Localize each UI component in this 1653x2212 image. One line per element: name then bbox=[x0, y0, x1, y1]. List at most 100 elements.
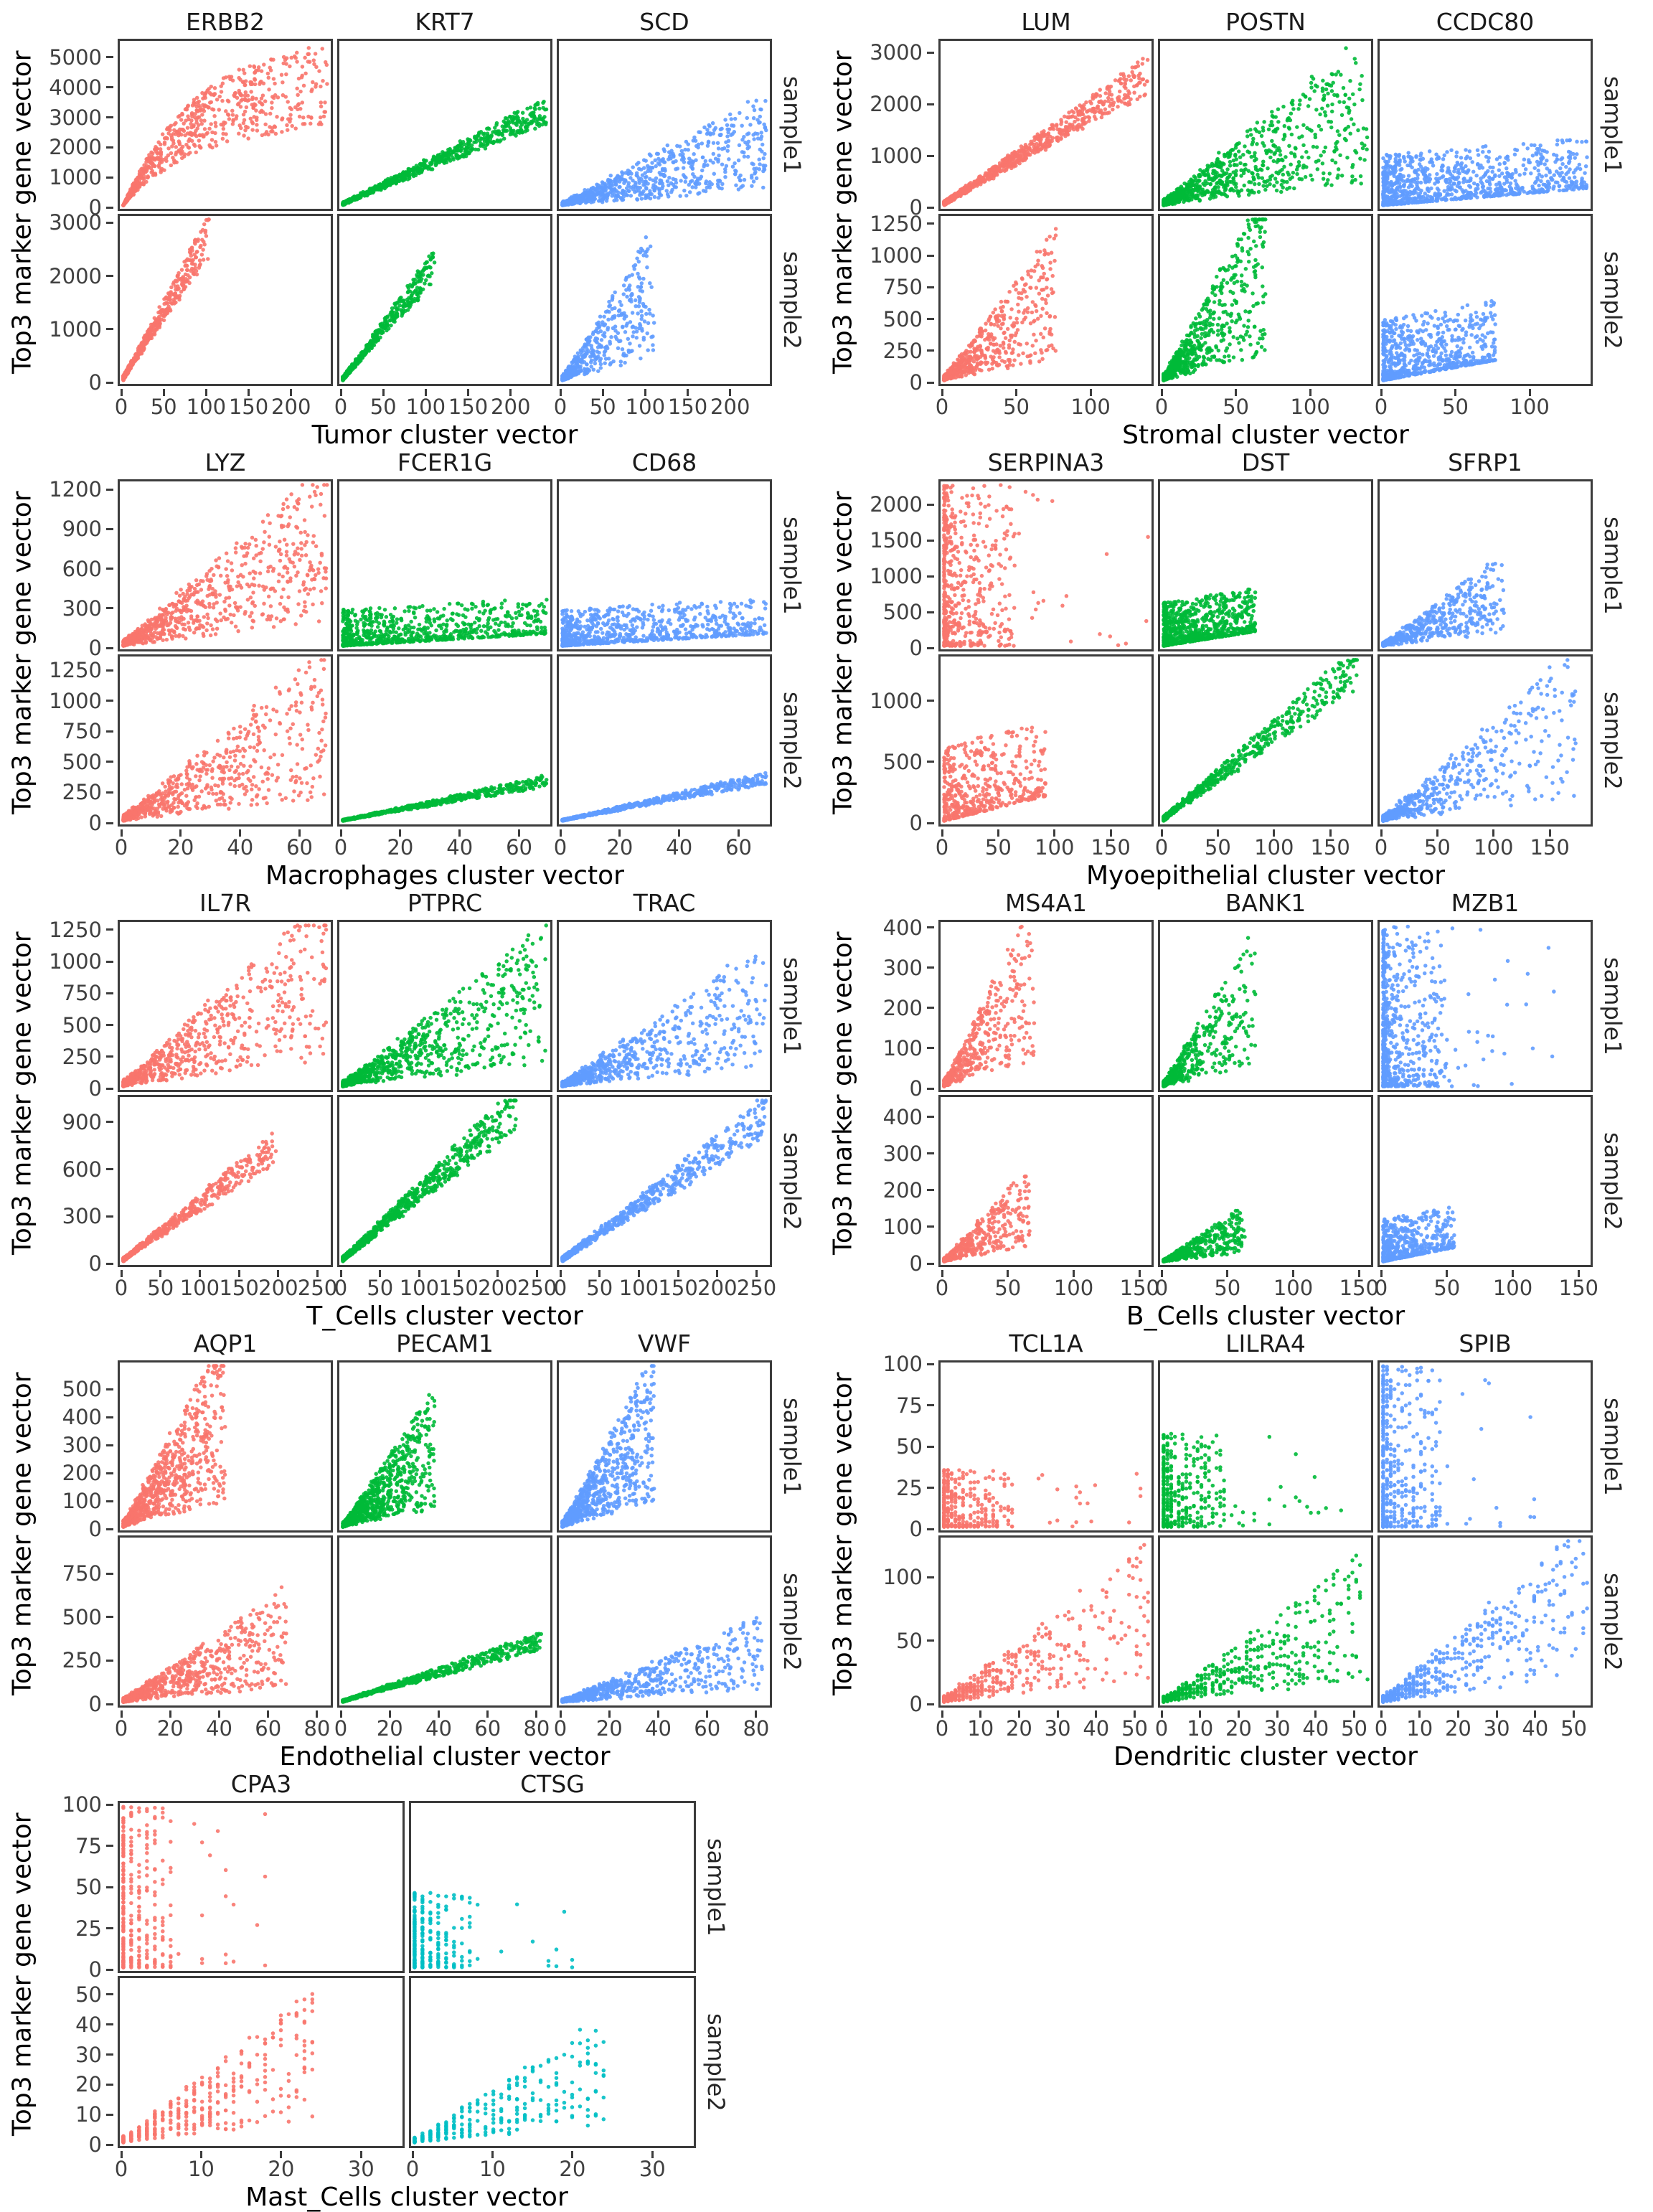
y-tick-mark bbox=[927, 1528, 934, 1530]
y-tick-mark bbox=[106, 607, 113, 610]
scatter-points-pecam1-sample1 bbox=[341, 1393, 437, 1529]
row-strip-label-sample2: sample2 bbox=[1597, 654, 1629, 827]
scatter-panel-myoepithelial-sfrp1-sample2 bbox=[1378, 654, 1593, 827]
x-tick-label: 0 bbox=[903, 1716, 981, 1741]
scatter-points-dst-sample2 bbox=[1162, 658, 1360, 823]
x-tick-label: 10 bbox=[453, 2157, 532, 2181]
y-tick-label: 300 bbox=[862, 956, 923, 979]
scatter-panel-myoepithelial-sfrp1-sample1 bbox=[1378, 479, 1593, 651]
x-tick-label: 50 bbox=[560, 1276, 639, 1300]
x-tick-mark bbox=[179, 829, 182, 837]
y-tick-mark bbox=[106, 328, 113, 331]
scatter-points-spib-sample1 bbox=[1381, 1364, 1537, 1529]
col-title-tcl1a: TCL1A bbox=[938, 1329, 1154, 1357]
y-tick-mark bbox=[927, 539, 934, 542]
x-tick-label: 150 bbox=[639, 1276, 717, 1300]
x-tick-mark bbox=[559, 829, 562, 837]
y-axis-ticks-sample1: 0 500 1000 1500 2000 bbox=[862, 479, 934, 659]
scatter-points-lilra4-sample2 bbox=[1162, 1553, 1370, 1704]
scatter-panel-stromal-ccdc80-sample1 bbox=[1378, 39, 1593, 211]
x-axis-ticks-vwf: 0 20 40 60 80 bbox=[554, 1710, 772, 1741]
col-title-lilra4: LILRA4 bbox=[1158, 1329, 1373, 1357]
x-tick-label: 100 bbox=[1051, 395, 1130, 419]
group-y-axis-label: Top3 marker gene vector bbox=[7, 39, 37, 386]
facet-group-dendritic: Top3 marker gene vector TCL1A LILRA4 SPIB 0 2… bbox=[828, 1329, 1629, 1771]
y-tick-mark bbox=[106, 1444, 113, 1446]
col-title-ptprc: PTPRC bbox=[337, 889, 552, 917]
x-tick-label: 20 bbox=[242, 2157, 321, 2181]
scatter-panel-endothelial-pecam1-sample2 bbox=[337, 1535, 552, 1708]
x-axis-ticks-ctsg: 0 10 20 30 bbox=[406, 2151, 696, 2181]
y-tick-label: 4000 bbox=[42, 76, 102, 99]
y-tick-label: 0 bbox=[862, 1517, 923, 1540]
scatter-panel-macrophages-cd68-sample1 bbox=[557, 479, 772, 651]
scatter-points-il7r-sample2 bbox=[121, 1131, 278, 1263]
y-tick-mark bbox=[927, 206, 934, 209]
y-tick-label: 500 bbox=[42, 1606, 102, 1629]
y-tick-label: 0 bbox=[42, 196, 102, 219]
y-axis-ticks-sample1: 0 300 600 900 1200 bbox=[42, 478, 113, 659]
x-tick-mark bbox=[1226, 1270, 1229, 1277]
y-tick-mark bbox=[927, 575, 934, 578]
x-tick-mark bbox=[738, 829, 740, 837]
y-tick-mark bbox=[927, 1047, 934, 1050]
x-tick-mark bbox=[437, 1710, 440, 1718]
y-tick-label: 750 bbox=[862, 276, 923, 298]
x-tick-label: 100 bbox=[380, 1276, 458, 1300]
x-tick-mark bbox=[1436, 829, 1438, 837]
y-axis-ticks-sample2: 0 1000 2000 3000 bbox=[42, 211, 113, 394]
x-tick-mark bbox=[1380, 389, 1383, 396]
facet-group-mast-cells: Top3 marker gene vector CPA3 CTSG 0 25 50 75 10… bbox=[7, 1770, 732, 2212]
x-tick-label: 100 bbox=[166, 395, 245, 419]
facet-group-myoepithelial: Top3 marker gene vector SERPINA3 DST SFRP1 0… bbox=[828, 448, 1629, 890]
y-tick-label: 50 bbox=[862, 1629, 923, 1652]
group-y-axis-label: Top3 marker gene vector bbox=[828, 479, 858, 827]
x-tick-label: 40 bbox=[1276, 1716, 1355, 1741]
x-tick-mark bbox=[411, 2151, 414, 2158]
x-tick-mark bbox=[467, 389, 470, 396]
x-axis-ticks-dst: 0 50 100 150 bbox=[1155, 829, 1373, 860]
x-tick-label: 0 bbox=[1122, 835, 1201, 860]
col-title-lyz: LYZ bbox=[118, 448, 333, 476]
x-tick-mark bbox=[1134, 1710, 1136, 1718]
row-strip-label-sample2: sample2 bbox=[776, 1535, 808, 1708]
x-tick-label: 50 bbox=[344, 395, 423, 419]
y-tick-label: 10 bbox=[42, 2103, 102, 2126]
col-title-trac: TRAC bbox=[557, 889, 772, 917]
x-axis-ticks-scd: 0 50 100 150 200 bbox=[554, 389, 772, 419]
x-tick-mark bbox=[678, 829, 681, 837]
x-tick-mark bbox=[1454, 389, 1457, 396]
scatter-points-aqp1-sample2 bbox=[121, 1585, 288, 1704]
x-tick-label: 250 bbox=[278, 1276, 357, 1300]
scatter-panel-mast-cells-cpa3-sample2 bbox=[118, 1976, 405, 2148]
y-tick-mark bbox=[106, 381, 113, 384]
col-title-postn: POSTN bbox=[1158, 8, 1373, 36]
x-tick-label: 200 bbox=[252, 395, 331, 419]
y-tick-label: 0 bbox=[42, 1077, 102, 1100]
y-axis-ticks-sample1: 0 100 200 300 400 bbox=[862, 916, 934, 1100]
x-tick-mark bbox=[339, 1270, 342, 1277]
x-tick-label: 40 bbox=[201, 835, 280, 860]
x-tick-mark bbox=[1357, 1270, 1360, 1277]
scatter-points-ms4a1-sample1 bbox=[942, 924, 1037, 1088]
x-axis-ticks-postn: 0 50 100 bbox=[1155, 389, 1373, 419]
x-tick-mark bbox=[1573, 1710, 1576, 1718]
x-tick-label: 50 bbox=[1178, 835, 1257, 860]
y-tick-mark bbox=[106, 568, 113, 570]
y-axis-ticks-sample1: 0 250 500 750 1000 1250 bbox=[42, 918, 113, 1100]
x-tick-label: 0 bbox=[301, 1716, 380, 1741]
x-tick-label: 0 bbox=[82, 835, 161, 860]
y-tick-label: 750 bbox=[42, 1562, 102, 1585]
y-tick-label: 500 bbox=[42, 1378, 102, 1401]
scatter-points-ccdc80-sample2 bbox=[1381, 298, 1497, 382]
x-tick-label: 200 bbox=[458, 1276, 537, 1300]
row-strip-label-sample2: sample2 bbox=[776, 214, 808, 386]
x-tick-mark bbox=[1314, 1710, 1317, 1718]
y-tick-label: 0 bbox=[862, 196, 923, 219]
y-tick-label: 0 bbox=[42, 1252, 102, 1275]
x-tick-label: 150 bbox=[199, 1276, 278, 1300]
x-tick-mark bbox=[559, 1270, 562, 1277]
y-tick-mark bbox=[927, 381, 934, 384]
y-tick-label: 1000 bbox=[42, 166, 102, 189]
